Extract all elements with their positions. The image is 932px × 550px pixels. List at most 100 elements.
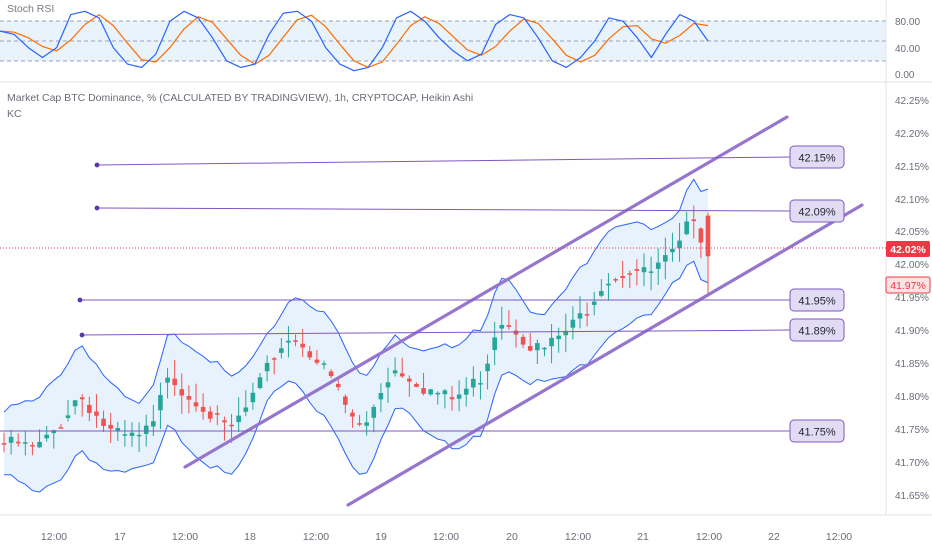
- x-tick-5: 19: [375, 531, 387, 543]
- y-tick-41-80: 41.80%: [895, 392, 929, 403]
- candle-body: [293, 340, 298, 342]
- candle: [264, 355, 270, 382]
- candle-body: [257, 377, 263, 388]
- candle-body: [350, 412, 355, 417]
- candle-body: [520, 336, 526, 345]
- candle-body: [94, 411, 99, 416]
- candle: [72, 400, 78, 415]
- stoch-rsi-title: Stoch RSI: [7, 3, 55, 15]
- chart-title: Market Cap BTC Dominance, % (CALCULATED …: [7, 92, 474, 104]
- candle: [563, 313, 569, 353]
- candle: [65, 399, 71, 422]
- candle-body: [108, 424, 113, 429]
- level-label-41-95[interactable]: 41.95%: [789, 288, 845, 312]
- candle: [684, 211, 689, 236]
- candle: [8, 429, 14, 455]
- candle-body: [691, 219, 697, 222]
- candle-body: [492, 337, 497, 350]
- current-price-badge: 42.02%: [886, 241, 930, 257]
- candle-body: [300, 343, 305, 348]
- level-label-42-15[interactable]: 42.15%: [789, 145, 845, 169]
- candle: [570, 306, 576, 340]
- level-line-42-15[interactable]: [96, 156, 791, 166]
- x-tick-12: 12:00: [826, 531, 852, 543]
- y-tick-42-25: 42.25%: [895, 96, 929, 107]
- candle: [229, 413, 234, 443]
- candle: [705, 212, 711, 297]
- level-label-text-42-09: 42.09%: [798, 207, 836, 219]
- level-label-41-75[interactable]: 41.75%: [789, 419, 845, 443]
- candle: [357, 414, 362, 427]
- candle: [108, 412, 113, 443]
- candle: [499, 306, 505, 340]
- stoch-d-line: [0, 14, 709, 69]
- channel-upper-line[interactable]: [183, 115, 789, 469]
- candle-body: [65, 415, 71, 419]
- candle-body: [499, 324, 505, 329]
- y-tick-41-95: 41.95%: [895, 293, 929, 304]
- candle-body: [1, 443, 7, 445]
- candle-body: [698, 228, 704, 243]
- candle-body: [236, 415, 241, 423]
- candle: [172, 359, 177, 396]
- candle-body: [577, 313, 583, 319]
- candle: [506, 310, 512, 330]
- candle-body: [570, 319, 576, 328]
- level-line-41-89[interactable]: [81, 329, 791, 336]
- y-tick-42-10: 42.10%: [895, 195, 929, 206]
- candle: [513, 319, 519, 348]
- candle-body: [478, 383, 483, 385]
- candle-body: [193, 402, 199, 407]
- candle: [435, 391, 441, 405]
- level-anchor-42-09[interactable]: [94, 205, 100, 211]
- candle: [627, 270, 633, 289]
- candle-body: [79, 397, 85, 400]
- candle: [577, 296, 583, 329]
- stoch-axis-40: 40.00: [895, 44, 920, 55]
- channel-lower-line[interactable]: [346, 203, 864, 507]
- candle: [30, 441, 35, 456]
- level-anchor-42-15[interactable]: [94, 162, 100, 168]
- candle-body: [535, 343, 540, 351]
- candle: [101, 410, 106, 433]
- candle: [328, 369, 334, 379]
- candle: [620, 260, 625, 288]
- candle: [364, 411, 369, 436]
- candle: [648, 256, 654, 291]
- level-label-41-89[interactable]: 41.89%: [789, 318, 845, 342]
- candle-body: [456, 394, 462, 399]
- x-tick-9: 21: [637, 531, 649, 543]
- candle: [634, 259, 640, 286]
- candle: [193, 383, 199, 412]
- x-tick-3: 18: [244, 531, 256, 543]
- candle-body: [428, 389, 433, 395]
- y-tick-41-85: 41.85%: [895, 359, 929, 370]
- candles: [1, 205, 711, 456]
- candle: [79, 393, 85, 417]
- candle: [44, 426, 49, 442]
- candle-body: [335, 383, 341, 388]
- stoch-k-line: [0, 10, 709, 72]
- candle: [271, 356, 277, 375]
- x-tick-6: 12:00: [433, 531, 459, 543]
- candle-body: [343, 396, 348, 405]
- level-line-42-09[interactable]: [96, 207, 791, 212]
- candle-body: [613, 279, 618, 281]
- price-axis[interactable]: 42.25% 42.20% 42.15% 42.10% 42.05% 42.00…: [895, 96, 929, 502]
- candle: [286, 326, 291, 358]
- candle-body: [186, 396, 192, 400]
- level-label-text-41-89: 41.89%: [798, 326, 836, 338]
- candle-body: [307, 351, 313, 358]
- candle-body: [506, 325, 512, 327]
- candle: [542, 347, 547, 357]
- time-axis[interactable]: 12:00 17 12:00 18 12:00 19 12:00 20 12:0…: [41, 531, 852, 543]
- candle: [222, 416, 227, 441]
- candle-body: [449, 397, 455, 400]
- level-anchor-41-89[interactable]: [79, 332, 85, 338]
- candle: [257, 372, 263, 390]
- candle-body: [556, 335, 561, 340]
- level-label-42-09[interactable]: 42.09%: [789, 199, 845, 223]
- level-anchor-41-95[interactable]: [77, 297, 83, 303]
- candle: [527, 333, 533, 352]
